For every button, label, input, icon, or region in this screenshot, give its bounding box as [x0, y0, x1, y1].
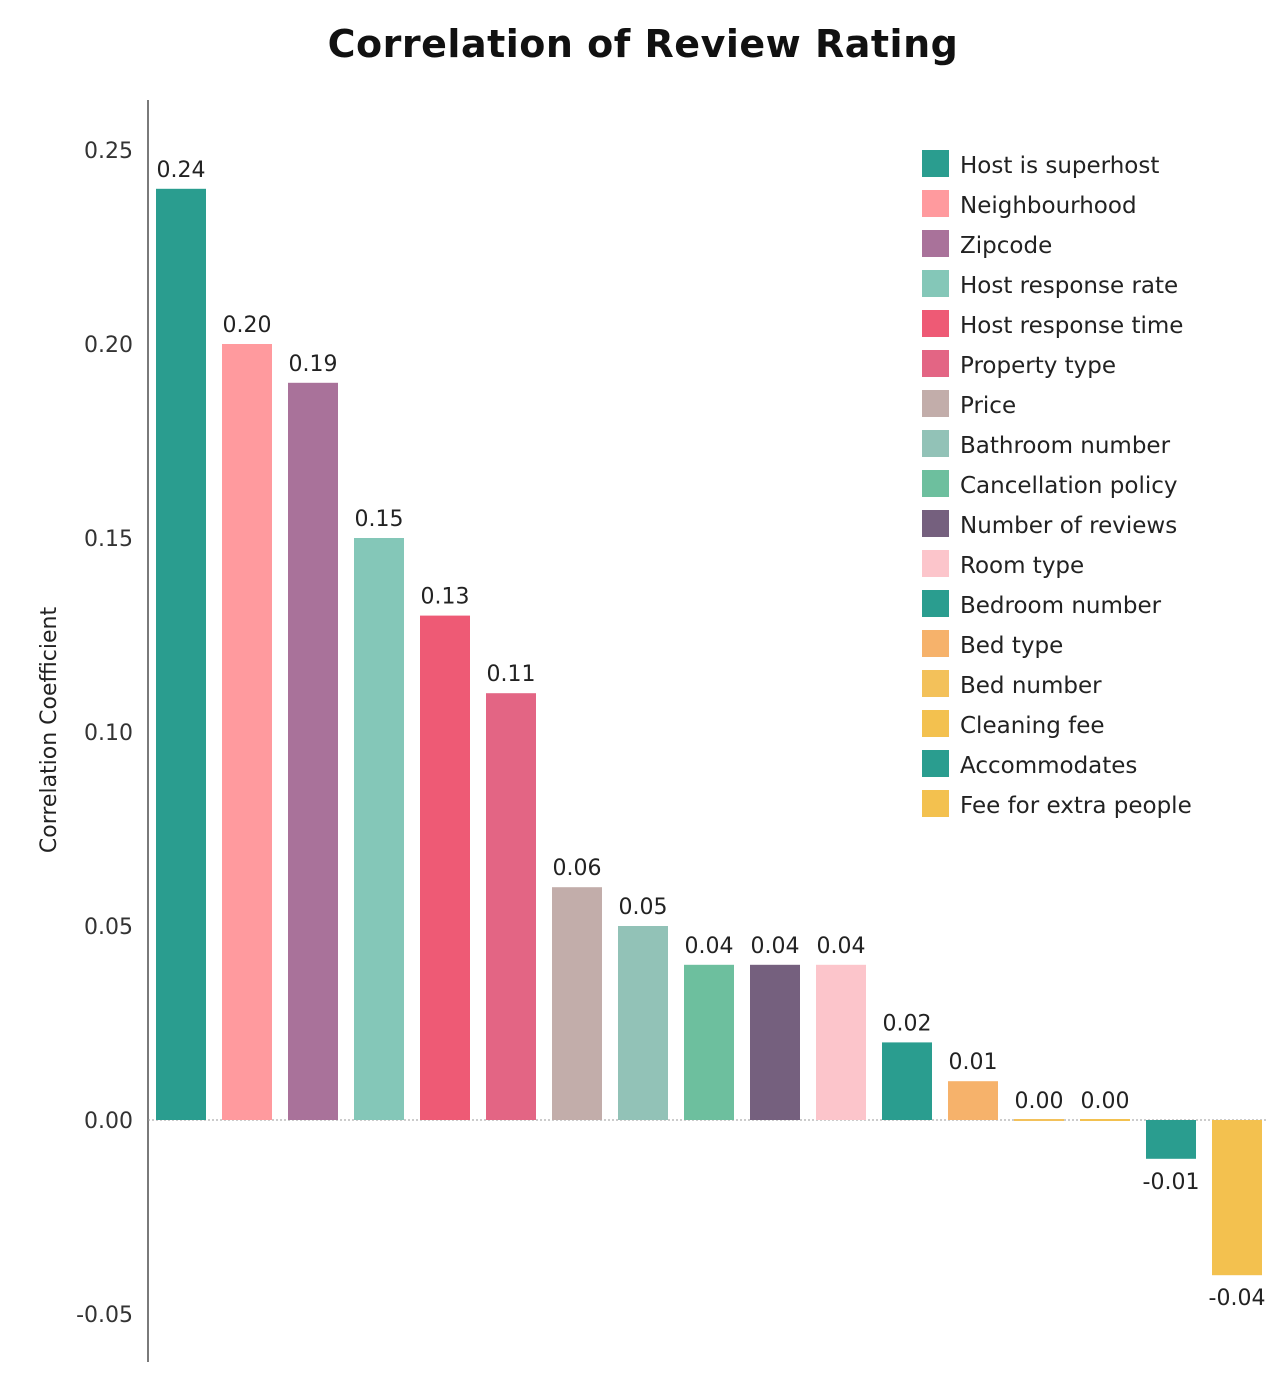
bar [1014, 1119, 1064, 1121]
legend-swatch [922, 230, 949, 257]
data-label: 0.11 [487, 662, 536, 687]
bar [1146, 1120, 1196, 1159]
data-label-layer: 0.24 0.20 0.19 0.15 0.13 0.11 0.06 0.05 0.04 0.04… [157, 158, 1266, 1311]
legend-label: Number of reviews [960, 513, 1177, 539]
legend-swatch [922, 270, 949, 297]
legend-label: Bedroom number [960, 593, 1162, 619]
data-label: 0.13 [421, 585, 470, 610]
y-tick-label: 0.25 [84, 139, 133, 164]
y-tick-label: 0.15 [84, 527, 133, 552]
data-label: 0.00 [1015, 1089, 1064, 1114]
bar [420, 615, 470, 1120]
bar [354, 538, 404, 1120]
bar [288, 382, 338, 1120]
legend-label: Fee for extra people [960, 793, 1192, 819]
legend-swatch [922, 670, 949, 697]
legend: Host is superhost Neighbourhood Zipcode Hos… [922, 150, 1192, 819]
legend-swatch [922, 390, 949, 417]
legend-swatch [922, 550, 949, 577]
y-tick-label: 0.10 [84, 721, 133, 746]
legend-swatch [922, 190, 949, 217]
legend-swatch [922, 630, 949, 657]
y-tick-label: 0.20 [84, 333, 133, 358]
bar [882, 1042, 932, 1120]
legend-swatch [922, 510, 949, 537]
data-label: 0.04 [817, 934, 866, 959]
legend-label: Accommodates [960, 753, 1137, 779]
data-label: 0.01 [949, 1050, 998, 1075]
data-label: -0.04 [1209, 1286, 1266, 1311]
legend-label: Host response time [960, 313, 1183, 339]
bar [618, 926, 668, 1120]
bar [552, 887, 602, 1120]
legend-label: Host response rate [960, 273, 1178, 299]
bar [816, 964, 866, 1120]
data-label: 0.00 [1081, 1089, 1130, 1114]
legend-label: Neighbourhood [960, 193, 1137, 219]
legend-swatch [922, 430, 949, 457]
bar-layer [156, 188, 1262, 1276]
data-label: 0.05 [619, 895, 668, 920]
legend-swatch [922, 790, 949, 817]
data-label: 0.06 [553, 856, 602, 881]
bar [222, 344, 272, 1120]
data-label: 0.15 [355, 507, 404, 532]
legend-swatch [922, 470, 949, 497]
legend-swatch [922, 350, 949, 377]
y-tick-label: 0.00 [84, 1109, 133, 1134]
legend-swatch [922, 150, 949, 177]
bar [486, 693, 536, 1120]
bar [684, 964, 734, 1120]
data-label: 0.04 [751, 934, 800, 959]
data-label: 0.19 [289, 352, 338, 377]
bar [948, 1081, 998, 1120]
legend-swatch [922, 710, 949, 737]
legend-label: Bathroom number [960, 433, 1171, 459]
legend-swatch [922, 590, 949, 617]
y-tick-label: -0.05 [76, 1303, 133, 1328]
data-label: 0.24 [157, 158, 206, 183]
legend-label: Cleaning fee [960, 713, 1105, 739]
legend-label: Property type [960, 353, 1116, 379]
legend-label: Host is superhost [960, 153, 1159, 179]
legend-label: Room type [960, 553, 1084, 579]
data-label: 0.02 [883, 1011, 932, 1036]
bar [156, 188, 206, 1121]
legend-label: Price [960, 393, 1016, 419]
legend-label: Bed number [960, 673, 1102, 699]
legend-label: Bed type [960, 633, 1063, 659]
bar [1212, 1120, 1262, 1276]
y-axis-label: Correlation Coefficient [37, 607, 62, 854]
data-label: 0.04 [685, 934, 734, 959]
bar [1080, 1119, 1130, 1121]
legend-swatch [922, 750, 949, 777]
data-label: 0.20 [223, 313, 272, 338]
bar [750, 964, 800, 1120]
y-tick-label: 0.05 [84, 915, 133, 940]
data-label: -0.01 [1143, 1170, 1200, 1195]
legend-swatch [922, 310, 949, 337]
legend-label: Cancellation policy [960, 473, 1177, 499]
chart-title: Correlation of Review Rating [327, 22, 959, 66]
legend-label: Zipcode [960, 233, 1052, 259]
